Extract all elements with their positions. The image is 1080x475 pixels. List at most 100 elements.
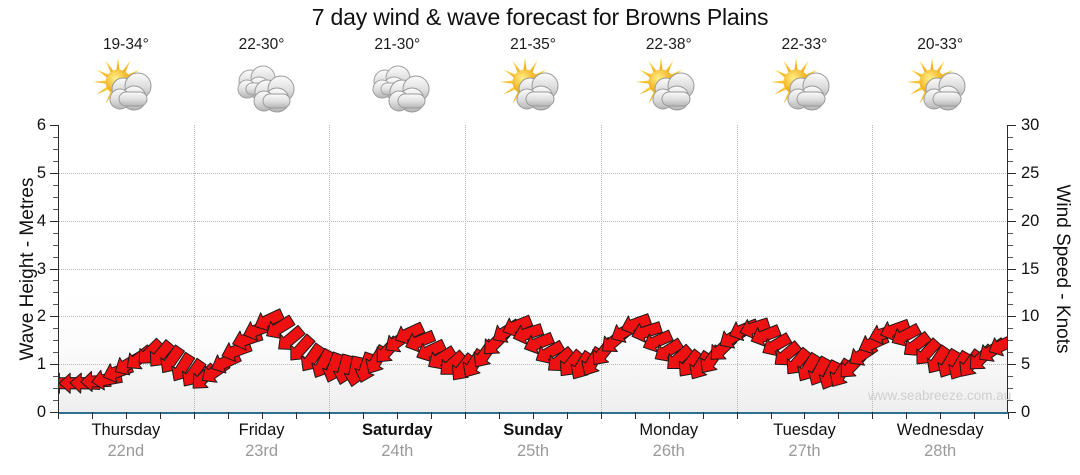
day-temperature-range: 22-30° xyxy=(238,36,285,53)
day-footer-sunday: Sunday 25th xyxy=(465,420,601,470)
right-ytick-minor xyxy=(1008,328,1013,330)
wind-arrow xyxy=(762,332,793,357)
day-name-label: Sunday xyxy=(503,421,563,439)
day-date-label: 23rd xyxy=(245,442,279,460)
day-header-thursday: 19-34° xyxy=(58,36,194,124)
right-axis-title: Wind Speed - Knots xyxy=(1052,184,1073,354)
day-temperature-range: 22-38° xyxy=(645,36,692,53)
day-footer-wednesday: Wednesday 28th xyxy=(872,420,1008,470)
xtick-12 xyxy=(465,412,467,419)
right-ytick-minor xyxy=(1008,136,1013,138)
wind-arrow xyxy=(523,331,555,355)
day-footer-monday: Monday 26th xyxy=(601,420,737,470)
left-ytick-label: 5 xyxy=(36,163,46,182)
xtick-9 xyxy=(363,412,365,419)
day-header-monday: 22-38° xyxy=(601,36,737,124)
xtick-23 xyxy=(838,412,840,419)
day-footer-saturday: Saturday 24th xyxy=(329,420,465,470)
day-footer-tuesday: Tuesday 27th xyxy=(737,420,873,470)
page-title: 7 day wind & wave forecast for Browns Pl… xyxy=(311,4,769,30)
xtick-27 xyxy=(974,412,976,419)
left-ytick-minor xyxy=(53,244,58,246)
left-ytick-minor xyxy=(53,340,58,342)
xtick-19 xyxy=(702,412,704,419)
xtick-6 xyxy=(261,412,263,419)
right-ytick-minor xyxy=(1008,196,1013,198)
right-ytick-minor xyxy=(1008,148,1013,150)
left-ytick-minor xyxy=(53,196,58,198)
left-ytick-0 xyxy=(50,412,58,413)
xtick-25 xyxy=(906,412,908,419)
xtick-26 xyxy=(940,412,942,419)
xtick-0 xyxy=(58,412,59,419)
right-ytick-label: 25 xyxy=(1021,163,1040,182)
wind-arrow xyxy=(405,329,437,353)
left-ytick-minor xyxy=(53,376,58,378)
right-ytick-minor xyxy=(1008,376,1013,378)
right-ytick-minor xyxy=(1008,292,1013,294)
plot-area xyxy=(58,125,1008,412)
xtick-21 xyxy=(770,412,772,419)
day-date-label: 28th xyxy=(924,442,957,460)
wind-arrow xyxy=(266,314,296,339)
day-header-saturday: 21-30° xyxy=(329,36,465,124)
day-header-friday: 22-30° xyxy=(194,36,330,124)
cloudy-icon xyxy=(361,56,433,118)
right-ytick-5 xyxy=(1008,364,1016,366)
sun-behind-cloud-icon xyxy=(90,56,162,118)
left-ytick-minor xyxy=(53,304,58,306)
sun-behind-cloud-icon xyxy=(633,56,705,118)
right-ytick-minor xyxy=(1008,184,1013,186)
left-ytick-5 xyxy=(50,172,58,174)
gridline-3m xyxy=(58,268,1008,270)
right-ytick-30 xyxy=(1008,125,1016,126)
right-ytick-minor xyxy=(1008,232,1013,234)
xtick-16 xyxy=(600,412,602,419)
left-ytick-minor xyxy=(53,136,58,138)
left-axis-line xyxy=(58,125,59,413)
left-ytick-minor xyxy=(53,400,58,402)
xtick-22 xyxy=(804,412,806,419)
left-ytick-minor xyxy=(53,388,58,390)
right-ytick-minor xyxy=(1008,352,1013,354)
left-ytick-label: 1 xyxy=(36,355,46,374)
gridline-1m xyxy=(58,364,1008,366)
right-ytick-minor xyxy=(1008,388,1013,390)
wind-arrow xyxy=(739,317,771,340)
day-temperature-range: 21-30° xyxy=(374,36,421,53)
wind-arrow xyxy=(631,321,663,343)
xtick-20 xyxy=(736,412,738,419)
wind-arrow-series xyxy=(58,308,1008,394)
left-ytick-minor xyxy=(53,160,58,162)
left-ytick-minor xyxy=(53,328,58,330)
sun-behind-cloud-icon xyxy=(768,56,840,118)
right-ytick-0 xyxy=(1008,412,1016,413)
day-header-tuesday: 22-33° xyxy=(737,36,873,124)
day-date-label: 27th xyxy=(788,442,821,460)
left-ytick-label: 6 xyxy=(36,116,46,134)
day-footer-strip: Thursday 22nd Friday 23rd Saturday 24th Sunday… xyxy=(58,420,1008,470)
xtick-5 xyxy=(227,412,229,419)
left-ytick-minor xyxy=(53,280,58,282)
right-ytick-minor xyxy=(1008,340,1013,342)
left-ytick-label: 0 xyxy=(36,403,46,421)
day-date-label: 26th xyxy=(652,442,685,460)
xtick-8 xyxy=(329,412,331,419)
gridline-4m xyxy=(58,220,1008,222)
day-name-label: Thursday xyxy=(91,421,161,439)
day-temperature-range: 22-33° xyxy=(781,36,828,53)
day-name-label: Tuesday xyxy=(773,421,836,439)
sun-behind-cloud-icon xyxy=(497,56,569,118)
right-ytick-label: 15 xyxy=(1021,259,1040,278)
day-date-label: 24th xyxy=(381,442,414,460)
right-ytick-minor xyxy=(1008,304,1013,306)
right-ytick-minor xyxy=(1008,256,1013,258)
xtick-28 xyxy=(1008,412,1009,419)
wind-arrow xyxy=(750,324,782,347)
left-ytick-minor xyxy=(53,292,58,294)
left-ytick-minor xyxy=(53,148,58,150)
left-ytick-minor xyxy=(53,208,58,210)
xtick-24 xyxy=(872,412,874,419)
day-name-label: Friday xyxy=(238,421,285,439)
